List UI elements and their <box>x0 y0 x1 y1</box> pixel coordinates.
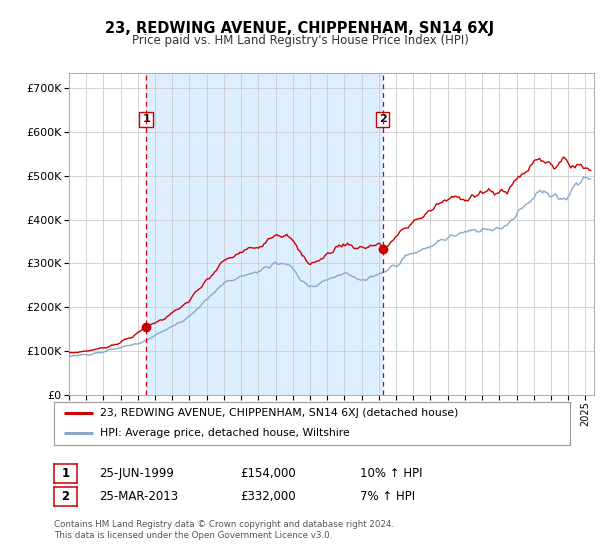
Text: 25-MAR-2013: 25-MAR-2013 <box>99 490 178 503</box>
Text: Contains HM Land Registry data © Crown copyright and database right 2024.
This d: Contains HM Land Registry data © Crown c… <box>54 520 394 540</box>
Text: 10% ↑ HPI: 10% ↑ HPI <box>360 466 422 480</box>
Text: Price paid vs. HM Land Registry's House Price Index (HPI): Price paid vs. HM Land Registry's House … <box>131 34 469 46</box>
Text: 25-JUN-1999: 25-JUN-1999 <box>99 466 174 480</box>
Text: £332,000: £332,000 <box>240 490 296 503</box>
Text: 2: 2 <box>379 114 386 124</box>
Text: 23, REDWING AVENUE, CHIPPENHAM, SN14 6XJ (detached house): 23, REDWING AVENUE, CHIPPENHAM, SN14 6XJ… <box>100 408 459 418</box>
Text: 7% ↑ HPI: 7% ↑ HPI <box>360 490 415 503</box>
Text: £154,000: £154,000 <box>240 466 296 480</box>
Bar <box>146 73 383 395</box>
Text: HPI: Average price, detached house, Wiltshire: HPI: Average price, detached house, Wilt… <box>100 428 350 438</box>
Text: 23, REDWING AVENUE, CHIPPENHAM, SN14 6XJ: 23, REDWING AVENUE, CHIPPENHAM, SN14 6XJ <box>106 21 494 36</box>
Text: 2: 2 <box>61 490 70 503</box>
Text: 1: 1 <box>61 466 70 480</box>
Text: 1: 1 <box>142 114 150 124</box>
